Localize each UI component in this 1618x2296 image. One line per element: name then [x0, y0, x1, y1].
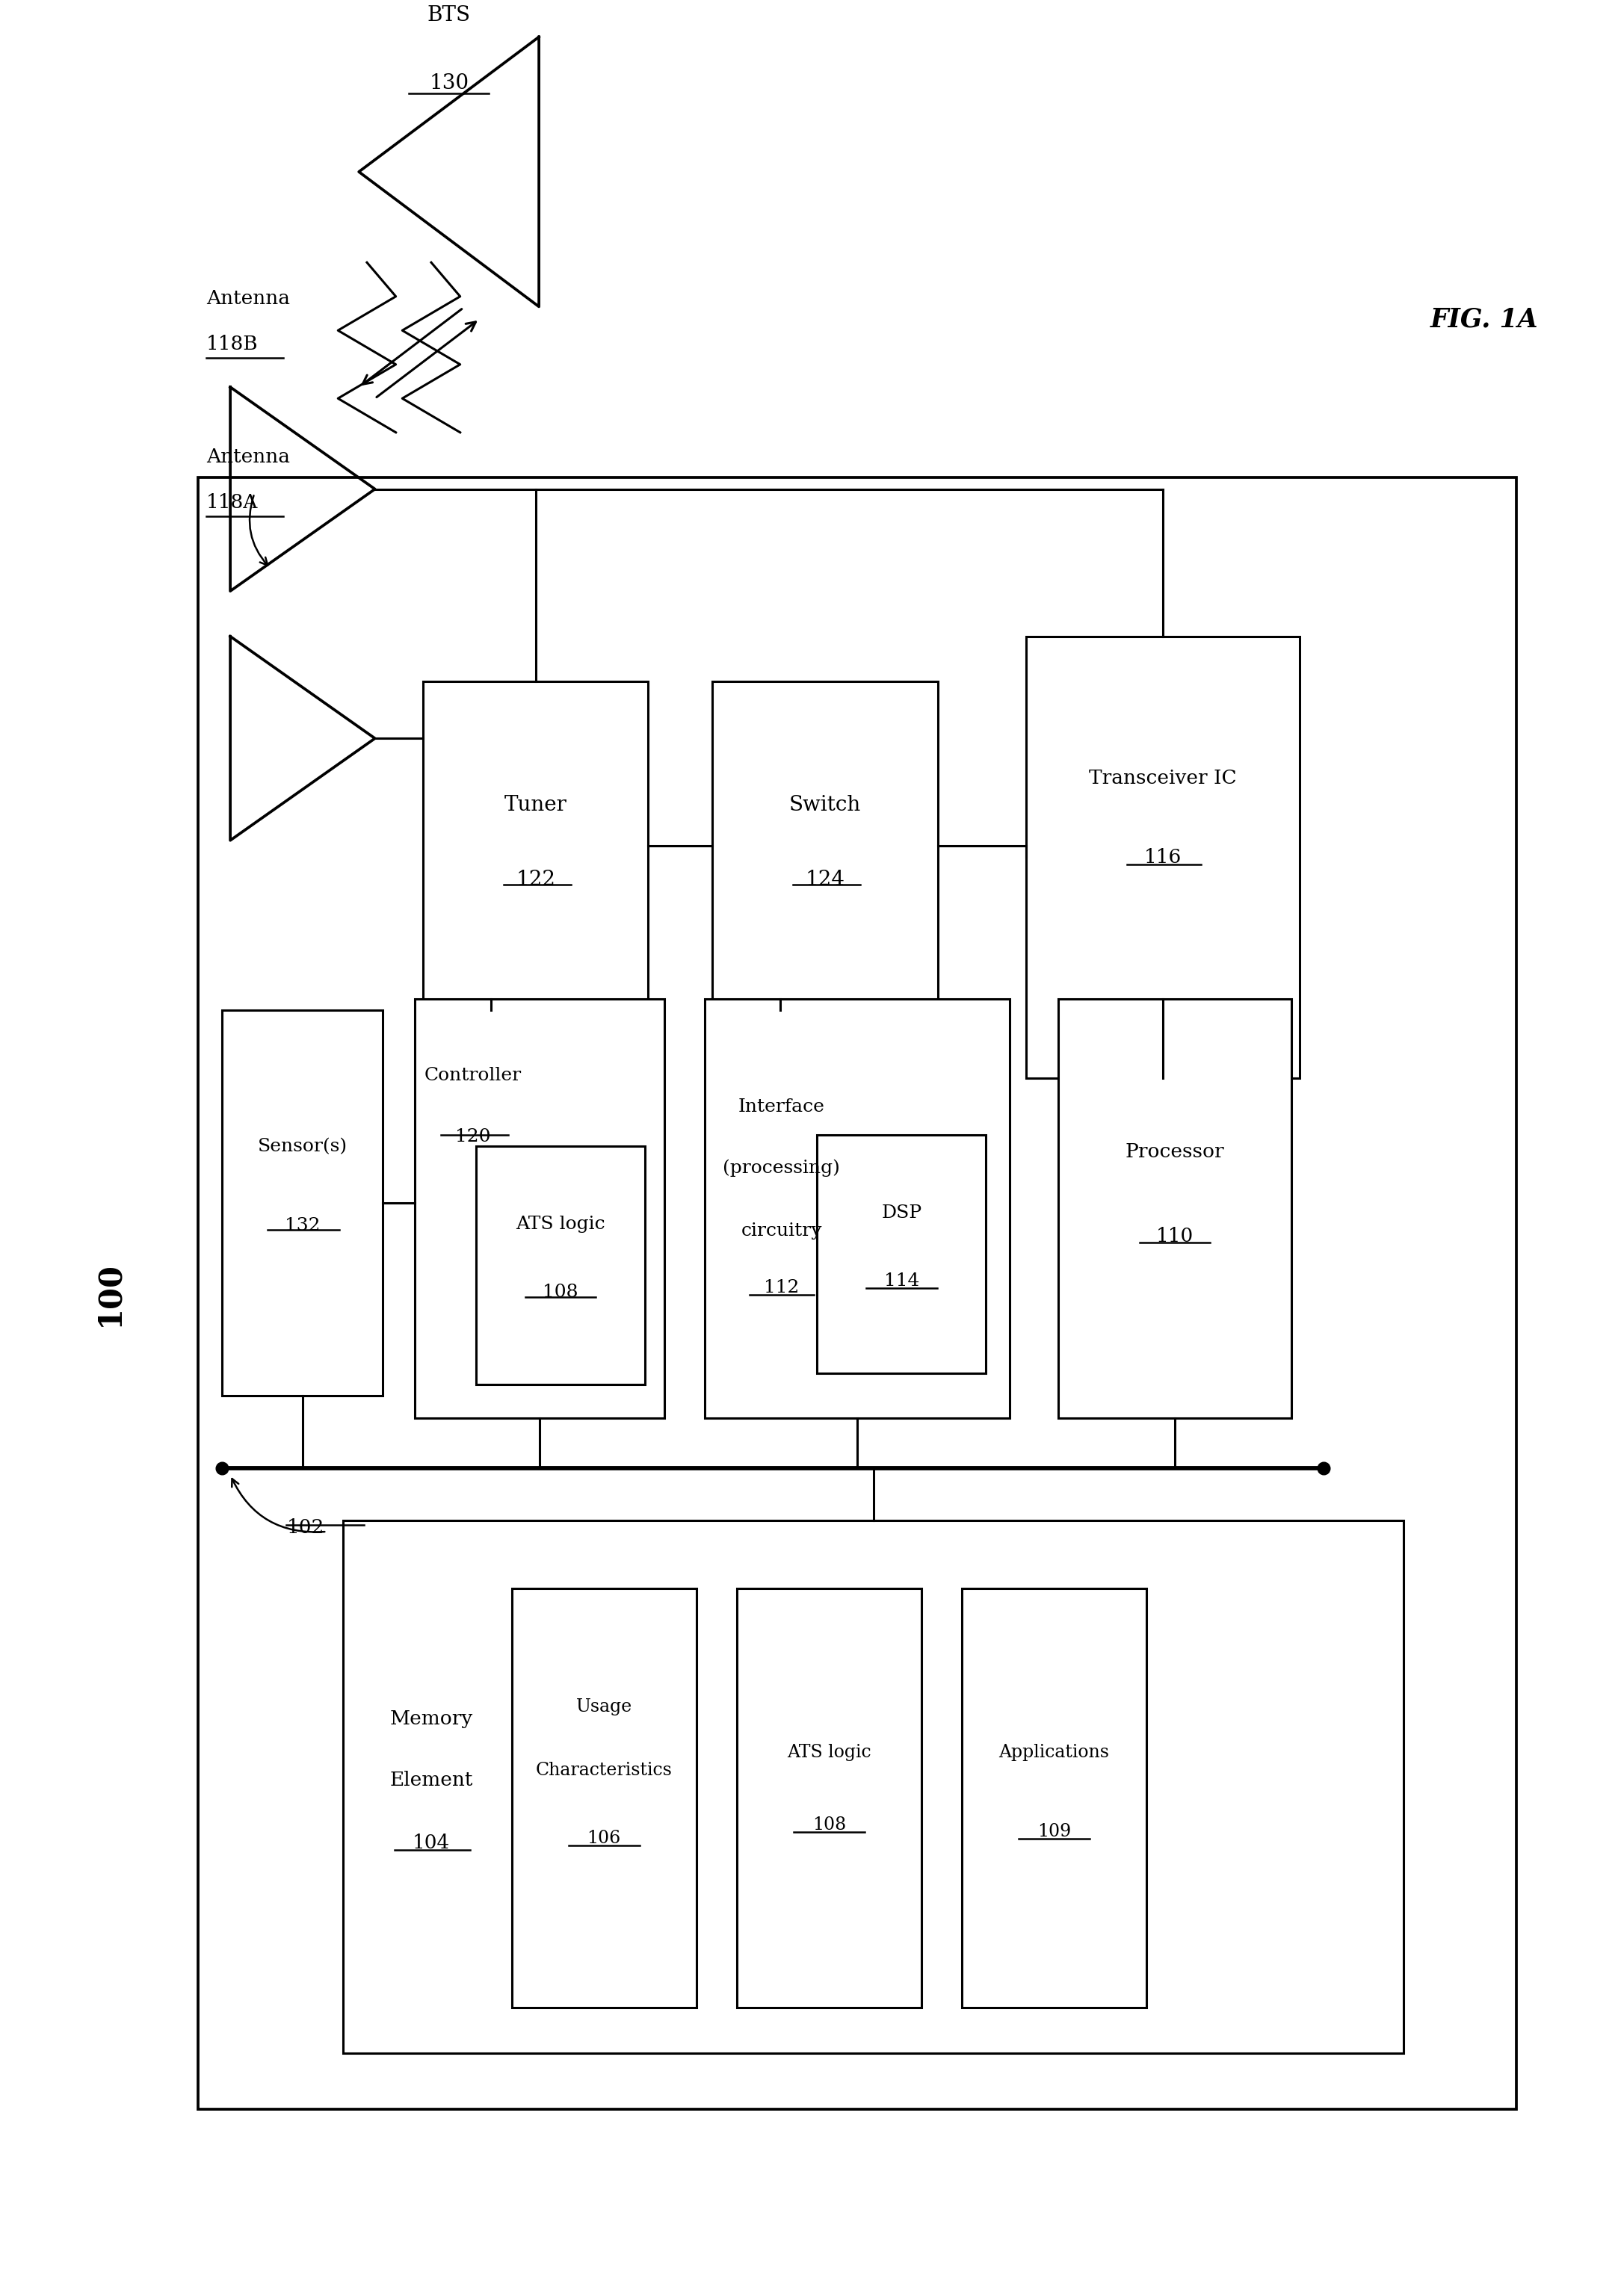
Text: Memory: Memory: [390, 1708, 472, 1729]
Bar: [1058, 999, 1291, 1419]
Text: Antenna: Antenna: [205, 448, 290, 466]
Bar: [197, 478, 1516, 2110]
Text: (processing): (processing): [723, 1159, 840, 1176]
Text: 118A: 118A: [205, 494, 257, 512]
Text: Processor: Processor: [1125, 1143, 1225, 1162]
Text: Controller: Controller: [424, 1068, 521, 1084]
Text: 124: 124: [806, 870, 845, 891]
Bar: [817, 1134, 985, 1373]
Text: Transceiver IC: Transceiver IC: [1089, 769, 1236, 788]
Text: Interface: Interface: [738, 1097, 825, 1116]
Text: Antenna: Antenna: [205, 289, 290, 308]
Text: 110: 110: [1155, 1226, 1194, 1244]
Text: 118B: 118B: [205, 335, 259, 354]
Text: 109: 109: [1037, 1823, 1071, 1841]
Text: 100: 100: [94, 1261, 125, 1327]
Text: 108: 108: [812, 1816, 846, 1835]
Text: Tuner: Tuner: [505, 794, 566, 815]
Text: ATS logic: ATS logic: [516, 1217, 605, 1233]
Text: 112: 112: [764, 1279, 799, 1297]
Text: Sensor(s): Sensor(s): [257, 1139, 348, 1155]
Bar: [961, 1589, 1147, 2007]
Bar: [704, 999, 1010, 1419]
Bar: [416, 999, 665, 1419]
Text: 106: 106: [587, 1830, 621, 1848]
Text: circuitry: circuitry: [741, 1224, 822, 1240]
Text: Element: Element: [390, 1770, 472, 1789]
Text: FIG. 1A: FIG. 1A: [1430, 305, 1539, 333]
Text: ATS logic: ATS logic: [786, 1745, 870, 1761]
Text: Characteristics: Characteristics: [536, 1761, 673, 1779]
Bar: [1026, 636, 1299, 1079]
Text: 104: 104: [413, 1835, 450, 1853]
Text: 122: 122: [516, 870, 555, 891]
Text: BTS: BTS: [427, 5, 471, 25]
Text: 102: 102: [286, 1518, 324, 1536]
Bar: [343, 1520, 1404, 2053]
Text: DSP: DSP: [882, 1205, 922, 1221]
Bar: [511, 1589, 696, 2007]
Text: Applications: Applications: [998, 1745, 1110, 1761]
Text: 120: 120: [455, 1127, 490, 1146]
Text: 130: 130: [429, 73, 469, 94]
Bar: [736, 1589, 922, 2007]
Bar: [476, 1146, 646, 1384]
Bar: [424, 682, 649, 1010]
Text: 114: 114: [883, 1272, 919, 1290]
Bar: [222, 1010, 383, 1396]
Text: Switch: Switch: [790, 794, 861, 815]
Text: 132: 132: [285, 1217, 320, 1235]
Text: 116: 116: [1144, 847, 1181, 866]
Text: 108: 108: [544, 1283, 578, 1302]
Text: Usage: Usage: [576, 1699, 633, 1715]
Bar: [712, 682, 937, 1010]
